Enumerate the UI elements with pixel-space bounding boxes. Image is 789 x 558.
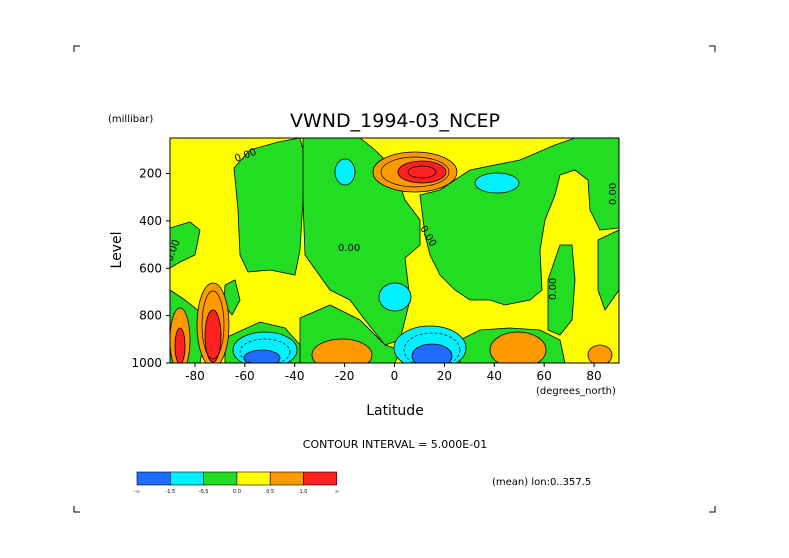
- x-unit-label: (degrees_north): [536, 386, 616, 397]
- x-tick-label: 60: [537, 369, 552, 383]
- colorbar-label: 0.0: [233, 489, 241, 495]
- y-tick-label: 800: [139, 309, 162, 323]
- y-tick-label: 400: [139, 214, 162, 228]
- colorbar-swatch: [269, 471, 304, 486]
- x-tick-label: 80: [586, 369, 601, 383]
- y-tick-label: 1000: [131, 356, 162, 370]
- chart-title: VWND_1994-03_NCEP: [290, 110, 500, 132]
- cyan-patch-aloft-nh: [474, 172, 520, 194]
- colorbar-label: -∞: [134, 489, 140, 495]
- contour-label: 0.00: [608, 183, 619, 205]
- y-tick-label: 600: [139, 261, 162, 275]
- x-axis: -80 -60 -40 -20 0 20 40 60 80: [185, 363, 602, 383]
- orange-low-sh: [311, 338, 373, 363]
- y-unit-label: (millibar): [108, 114, 153, 125]
- contour-label: 0.00: [548, 278, 559, 300]
- contour-interval-text: CONTOUR INTERVAL = 5.000E-01: [303, 438, 487, 451]
- x-tick-label: 40: [487, 369, 502, 383]
- green-region-nh-edge: [597, 229, 619, 311]
- colorbar-label: -1.5: [165, 489, 175, 495]
- y-axis-title: Level: [109, 232, 125, 269]
- colorbar-swatch: [303, 471, 338, 486]
- colorbar-swatch: [136, 471, 171, 486]
- colorbar-swatch: [170, 471, 204, 486]
- orange-low-edge: [587, 344, 613, 363]
- blue-core-low-eq: [411, 343, 453, 363]
- colorbar-label: 1.0: [300, 489, 308, 495]
- colorbar-label: 0.5: [266, 489, 274, 495]
- green-region-nh-strip: [547, 244, 576, 336]
- red-sh-surface-b: [174, 327, 186, 363]
- orange-low-nh: [489, 331, 547, 363]
- x-tick-label: 0: [391, 369, 399, 383]
- x-tick-label: -80: [185, 369, 205, 383]
- colorbar-swatch: [203, 471, 238, 486]
- red-jet-core: [397, 160, 447, 184]
- green-region-nh: [419, 138, 619, 306]
- x-axis-title: Latitude: [366, 403, 424, 419]
- x-tick-label: -60: [235, 369, 255, 383]
- colorbar: -∞ -1.5 -0.5 0.0 0.5 1.0 ∞: [134, 471, 339, 495]
- colorbar-swatch: [236, 471, 271, 486]
- x-tick-label: 20: [437, 369, 452, 383]
- y-axis: 200 400 600 800 1000: [131, 167, 170, 370]
- y-tick-label: 200: [139, 167, 162, 181]
- cyan-patch-mid-eq: [378, 282, 412, 312]
- green-region-sh: [170, 138, 306, 276]
- crop-marks: [73, 45, 716, 513]
- cyan-patch-aloft-eq: [334, 158, 356, 186]
- x-tick-label: -40: [285, 369, 305, 383]
- colorbar-label: -0.5: [199, 489, 209, 495]
- colorbar-label: ∞: [335, 489, 339, 495]
- average-note: (mean) lon:0..357.5: [492, 477, 591, 488]
- x-tick-label: -20: [335, 369, 355, 383]
- contour-label: 0.00: [338, 243, 360, 254]
- red-sh-surface-a: [204, 309, 222, 363]
- blue-core-low-sh: [243, 349, 281, 363]
- contour-field: 0.00 0.00 0.00 0.00 0.00 0.00: [170, 138, 619, 363]
